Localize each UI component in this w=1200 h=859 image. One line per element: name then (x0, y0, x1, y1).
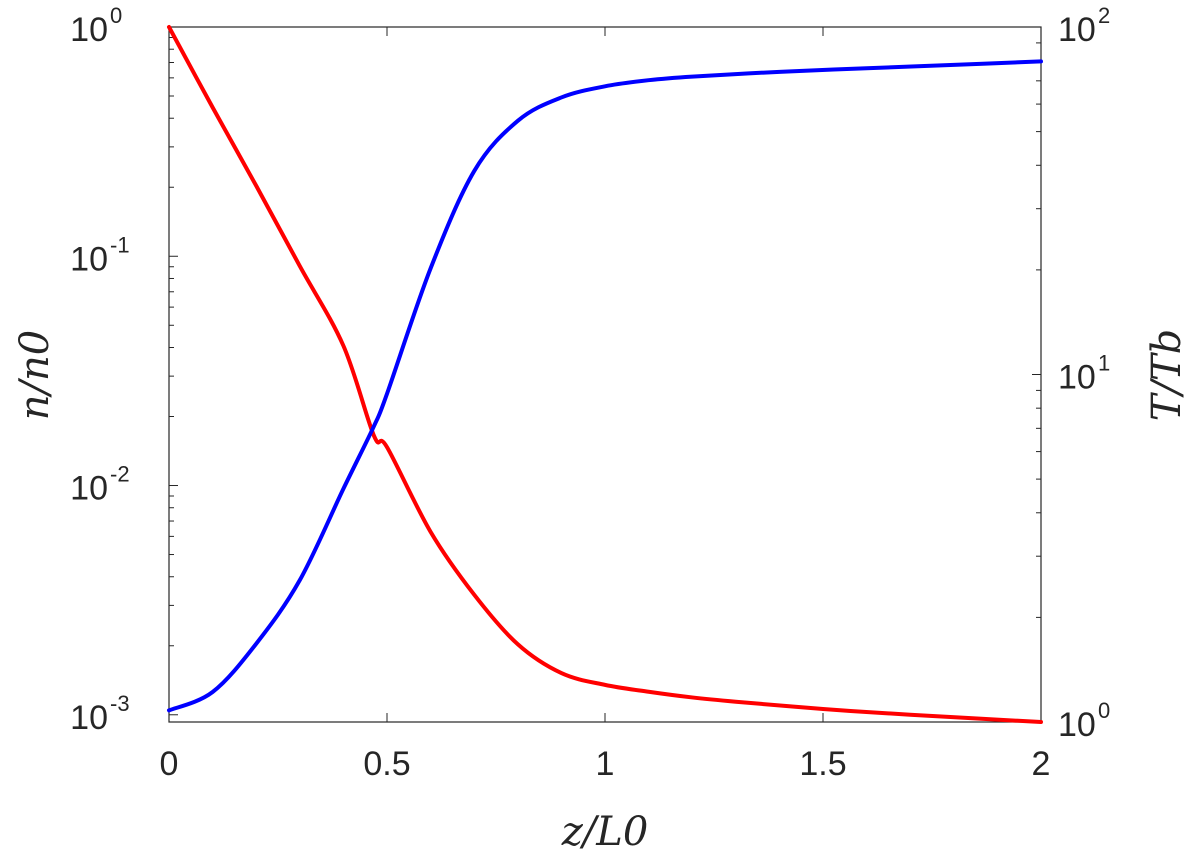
y-left-tick-label: 10 (70, 699, 108, 737)
x-tick-label: 0 (160, 745, 179, 783)
x-tick-label: 0.5 (363, 745, 410, 783)
y-left-axis-title: n/n0 (12, 330, 58, 420)
y-left-tick-exponent: 0 (110, 3, 122, 28)
x-tick-label: 2 (1032, 745, 1051, 783)
y-left-tick-exponent: -2 (110, 462, 130, 487)
tick-labels: 0 0.5 1 1.5 210 010 -110 -210 -310 010 110 2 (70, 3, 1110, 783)
y-right-tick-label: 10 (1058, 11, 1096, 49)
series-layer (167, 25, 1043, 724)
y-left-tick-label: 10 (70, 240, 108, 278)
x-tick-label: 1 (596, 745, 615, 783)
y-left-tick-label: 10 (70, 470, 108, 508)
y-right-tick-exponent: 1 (1098, 351, 1110, 376)
y-right-axis-title: T/Tb (1144, 329, 1190, 421)
temperature-series-line (167, 59, 1043, 713)
y-right-tick-label: 10 (1058, 706, 1096, 744)
plot-border (168, 26, 1042, 723)
y-right-tick-exponent: 0 (1098, 698, 1110, 723)
x-axis-title: z/L0 (561, 809, 649, 855)
plot-frame (168, 26, 1042, 723)
x-tick-label: 1.5 (799, 745, 846, 783)
density-series-line (167, 25, 1043, 724)
y-right-tick-exponent: 2 (1098, 3, 1110, 28)
y-left-tick-exponent: -3 (110, 691, 130, 716)
y-left-tick-exponent: -1 (110, 232, 130, 257)
y-right-tick-label: 10 (1058, 359, 1096, 397)
y-left-tick-label: 10 (70, 11, 108, 49)
axis-ticks (168, 26, 1042, 723)
